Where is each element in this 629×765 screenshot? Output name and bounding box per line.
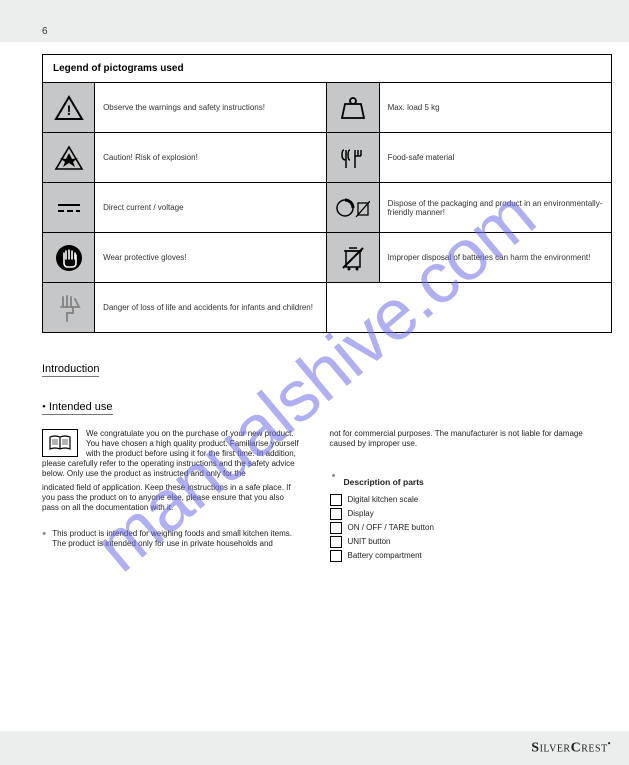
header-bar [0, 0, 629, 42]
legend-desc: Direct current / voltage [95, 183, 327, 233]
page-number: 6 [42, 26, 48, 37]
checkbox-icon [330, 508, 342, 520]
list-item-label: Display [348, 509, 374, 519]
recycle-icon [327, 183, 379, 233]
explosion-icon [43, 133, 95, 183]
list-item-label: Digital kitchen scale [348, 495, 419, 505]
weight-icon [327, 83, 379, 133]
bullet-icon: • [330, 471, 338, 488]
page-body: 6 Legend of pictograms used ! Observe th… [0, 54, 629, 564]
legend-desc: Caution! Risk of explosion! [95, 133, 327, 183]
subsection-label: Intended use [49, 401, 113, 413]
column-right: not for commercial purposes. The manufac… [330, 429, 588, 564]
child-hazard-icon [43, 283, 95, 333]
svg-text:!: ! [66, 102, 71, 118]
legend-table: Legend of pictograms used ! Observe the … [42, 54, 612, 333]
gloves-icon [43, 233, 95, 283]
subsection: • Intended use [42, 397, 587, 415]
parts-heading: • Description of parts [330, 471, 588, 488]
checkbox-icon [330, 550, 342, 562]
list-item-label: UNIT button [348, 537, 391, 547]
bullet-icon: • [42, 529, 46, 549]
legend-desc: Max. load 5 kg [379, 83, 611, 133]
body-text: This product is intended for weighing fo… [52, 529, 299, 549]
legend-desc: Improper disposal of batteries can harm … [379, 233, 611, 283]
two-columns: We congratulate you on the purchase of y… [42, 429, 587, 564]
list-item: UNIT button [330, 536, 588, 548]
checkbox-icon [330, 494, 342, 506]
brand-logo: SilverCrest• [531, 739, 611, 757]
legend-desc: Danger of loss of life and accidents for… [95, 283, 327, 333]
book-icon [42, 429, 78, 457]
parts-title: Description of parts [344, 477, 424, 488]
legend-desc: Dispose of the packaging and product in … [379, 183, 611, 233]
legend-desc: Wear protective gloves! [95, 233, 327, 283]
legend-header: Legend of pictograms used [43, 55, 612, 83]
list-item: ON / OFF / TARE button [330, 522, 588, 534]
legend-desc: Observe the warnings and safety instruct… [95, 83, 327, 133]
list-item: Display [330, 508, 588, 520]
section-title: Introduction [42, 363, 99, 377]
body-para: • This product is intended for weighing … [42, 529, 300, 549]
checkbox-icon [330, 522, 342, 534]
body-text: not for commercial purposes. The manufac… [330, 429, 588, 449]
legend-desc: Food-safe material [379, 133, 611, 183]
checkbox-icon [330, 536, 342, 548]
column-left: We congratulate you on the purchase of y… [42, 429, 300, 564]
list-item: Battery compartment [330, 550, 588, 562]
section: Introduction [42, 359, 587, 377]
list-item: Digital kitchen scale [330, 494, 588, 506]
parts-list: Digital kitchen scale Display ON / OFF /… [330, 494, 588, 562]
bullet-icon: • [42, 401, 46, 413]
list-item-label: Battery compartment [348, 551, 422, 561]
list-item-label: ON / OFF / TARE button [348, 523, 434, 533]
warning-icon: ! [43, 83, 95, 133]
weee-icon [327, 233, 379, 283]
dc-icon [43, 183, 95, 233]
body-text: We congratulate you on the purchase of y… [42, 429, 299, 478]
food-safe-icon [327, 133, 379, 183]
subsection-title: • Intended use [42, 401, 113, 415]
body-text: indicated field of application. Keep the… [42, 483, 300, 513]
